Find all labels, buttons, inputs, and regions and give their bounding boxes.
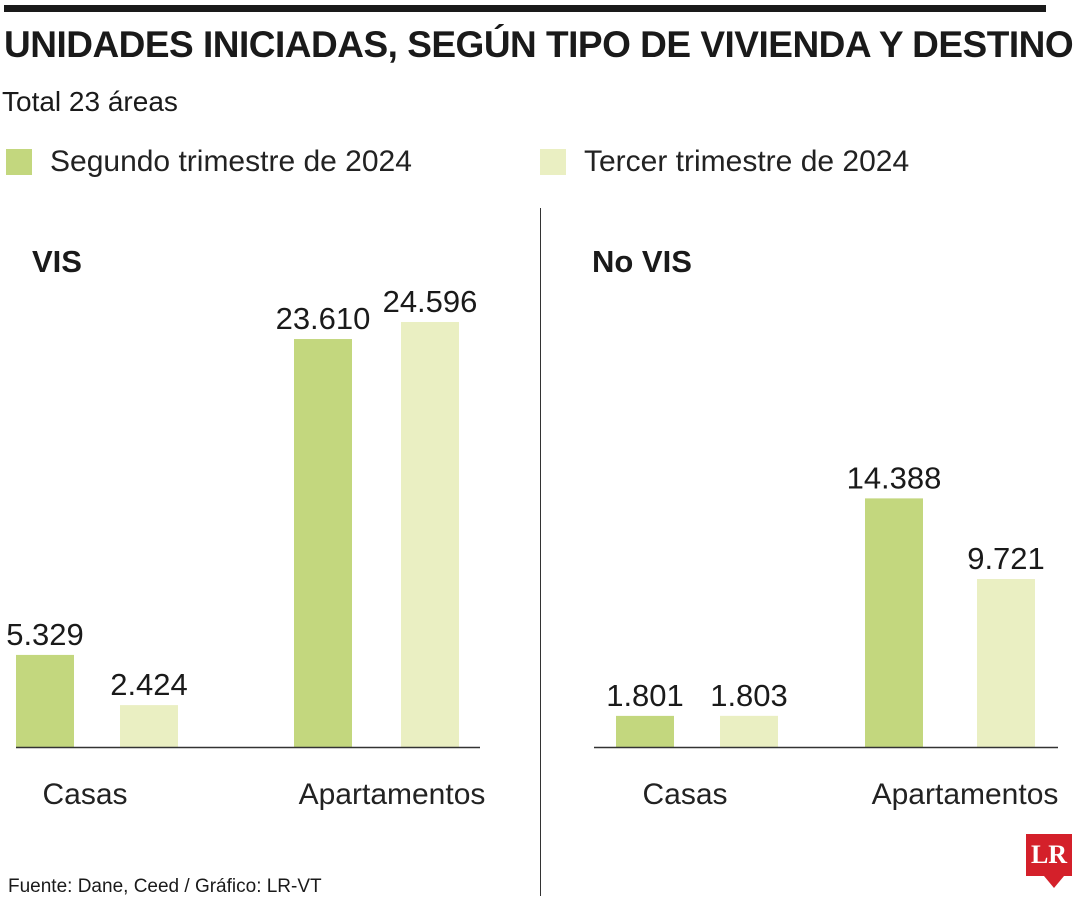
top-rule bbox=[4, 5, 1046, 12]
category-label-no-vis-casas: Casas bbox=[642, 778, 727, 811]
legend-label-tercer: Tercer trimestre de 2024 bbox=[584, 145, 910, 178]
bar-vis-casas-s1 bbox=[120, 705, 178, 747]
chart-subtitle: Total 23 áreas bbox=[2, 86, 178, 117]
data-label-vis-casas-s0: 5.329 bbox=[6, 617, 84, 652]
bar-vis-apartamentos-s0 bbox=[294, 339, 352, 747]
data-label-vis-apartamentos-s0: 23.610 bbox=[276, 301, 371, 336]
legend-swatch-tercer bbox=[540, 149, 566, 175]
data-label-no-vis-apartamentos-s1: 9.721 bbox=[967, 541, 1045, 576]
bar-no-vis-casas-s0 bbox=[616, 715, 674, 747]
lr-logo: LR bbox=[1026, 834, 1072, 876]
data-label-no-vis-apartamentos-s0: 14.388 bbox=[847, 460, 942, 495]
legend-label-segundo: Segundo trimestre de 2024 bbox=[50, 145, 412, 178]
category-label-no-vis-apartamentos: Apartamentos bbox=[872, 778, 1059, 811]
panel-divider bbox=[540, 208, 541, 896]
data-label-vis-apartamentos-s1: 24.596 bbox=[383, 284, 478, 319]
lr-logo-tail bbox=[1044, 876, 1064, 888]
category-label-vis-apartamentos: Apartamentos bbox=[299, 778, 486, 811]
data-label-vis-casas-s1: 2.424 bbox=[110, 667, 188, 702]
bar-no-vis-casas-s1 bbox=[720, 715, 778, 747]
legend-item-tercer: Tercer trimestre de 2024 bbox=[540, 142, 909, 182]
bar-no-vis-apartamentos-s0 bbox=[865, 498, 923, 747]
chart-title: UNIDADES INICIADAS, SEGÚN TIPO DE VIVIEN… bbox=[4, 24, 1074, 65]
legend-item-segundo: Segundo trimestre de 2024 bbox=[6, 142, 412, 182]
legend-swatch-segundo bbox=[6, 149, 32, 175]
category-label-vis-casas: Casas bbox=[42, 778, 127, 811]
bar-vis-casas-s0 bbox=[16, 654, 74, 747]
panel-title-vis: VIS bbox=[32, 244, 82, 279]
panel-title-no-vis: No VIS bbox=[592, 244, 692, 279]
bar-vis-apartamentos-s1 bbox=[401, 322, 459, 747]
data-label-no-vis-casas-s0: 1.801 bbox=[606, 678, 684, 713]
source-note: Fuente: Dane, Ceed / Gráfico: LR-VT bbox=[8, 876, 322, 897]
bar-no-vis-apartamentos-s1 bbox=[977, 579, 1035, 747]
data-label-no-vis-casas-s1: 1.803 bbox=[710, 678, 788, 713]
